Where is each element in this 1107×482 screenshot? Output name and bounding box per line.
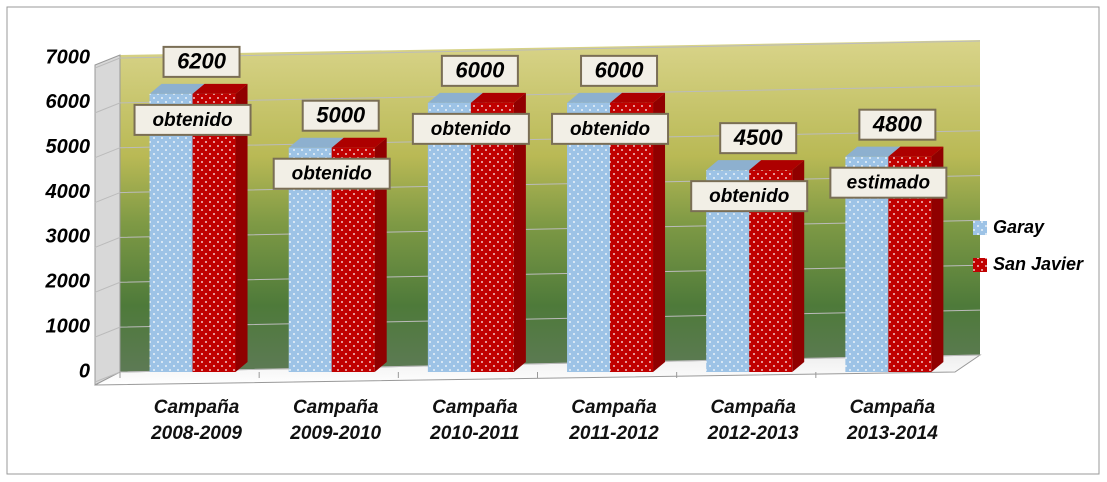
data-label: 4500 [733, 125, 784, 150]
legend-swatch [973, 258, 987, 272]
y-tick-label: 0 [79, 360, 90, 382]
bar-front [567, 102, 611, 372]
label-box [551, 112, 670, 145]
grid-line [94, 40, 981, 69]
grid-line [94, 130, 981, 159]
bar-top [610, 92, 666, 103]
data-label: obtenido [292, 164, 372, 185]
grid-line [94, 309, 981, 338]
data-label: obtenido [431, 119, 511, 140]
label-box [162, 45, 241, 78]
x-tick-label: Campaña 2011-2012 [569, 397, 659, 444]
bar-top [888, 146, 944, 157]
bar-top [427, 92, 483, 103]
legend-swatch [973, 221, 987, 235]
label-box [829, 166, 948, 199]
bar-front [192, 93, 236, 372]
y-tick-label: 1000 [46, 315, 91, 337]
grid-line [94, 85, 981, 114]
bar-side [931, 146, 944, 372]
label-box [411, 112, 530, 145]
x-tick-label: Campaña 2009-2010 [290, 397, 382, 444]
bar-side [235, 83, 248, 372]
label-box [719, 122, 798, 155]
x-tick-label: Campaña 2010-2011 [430, 397, 520, 444]
bar-top [331, 137, 387, 148]
data-label: 5000 [316, 103, 366, 128]
grid-line [94, 219, 981, 248]
data-label: estimado [847, 173, 930, 194]
label-box [272, 157, 391, 190]
y-tick-label: 5000 [46, 136, 91, 158]
label-box [133, 103, 252, 136]
grid-line [94, 264, 981, 293]
bar-top [470, 92, 526, 103]
bar-top [288, 137, 344, 148]
y-tick-label: 4000 [45, 181, 91, 203]
data-label: 6200 [177, 49, 227, 74]
data-label: obtenido [570, 119, 650, 140]
y-tick-label: 7000 [46, 46, 91, 68]
bar-top [149, 83, 205, 94]
label-box [440, 54, 519, 87]
bar-top [706, 160, 762, 171]
data-label: 6000 [595, 58, 645, 83]
y-tick-label: 6000 [46, 91, 91, 113]
bar [470, 92, 526, 372]
bar-side [374, 137, 387, 372]
label-box [301, 99, 380, 132]
label-box [690, 180, 809, 213]
x-tick-label: Campaña 2012-2013 [707, 397, 799, 444]
bar-front [610, 102, 654, 372]
legend-label: Garay [993, 217, 1045, 237]
bar-front [427, 102, 471, 372]
bar-front [149, 93, 193, 372]
bar-side [513, 92, 526, 372]
bar-top [749, 160, 805, 171]
bar-side [792, 160, 805, 372]
x-tick-label: Campaña 2008-2009 [151, 397, 242, 444]
legend-label: San Javier [993, 254, 1084, 274]
x-tick-label: Campaña 2013-2014 [846, 397, 938, 444]
bar-front [470, 102, 514, 372]
bar-top [192, 83, 248, 94]
data-label: 6000 [455, 58, 505, 83]
y-tick-label: 3000 [46, 226, 91, 248]
label-box [580, 54, 659, 87]
bar-top [845, 146, 901, 157]
bar [610, 92, 666, 372]
y-tick-label: 2000 [45, 271, 91, 293]
bar [192, 83, 248, 372]
bar-top [567, 92, 623, 103]
data-label: 4800 [872, 111, 923, 136]
bar-side [653, 92, 666, 372]
data-label: obtenido [709, 186, 789, 207]
label-box [858, 108, 937, 141]
data-label: obtenido [152, 110, 232, 131]
